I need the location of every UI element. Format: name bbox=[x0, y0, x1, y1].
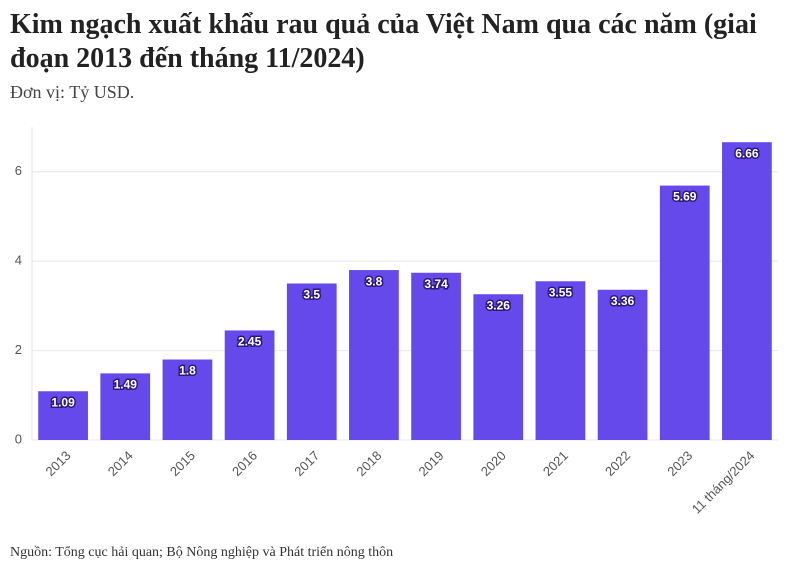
y-tick-label: 6 bbox=[15, 163, 22, 178]
bar bbox=[286, 283, 337, 440]
chart: 0 2 4 6 1.09 2013 1.49 2014 1.8 2015 2.45 2016 3.5 20… bbox=[15, 127, 778, 517]
x-tick-label: 2018 bbox=[353, 448, 384, 479]
y-tick-label: 0 bbox=[15, 431, 22, 446]
value-label: 3.74 bbox=[424, 277, 448, 291]
value-label: 6.66 bbox=[735, 146, 759, 160]
bar bbox=[224, 330, 275, 440]
bar bbox=[162, 359, 213, 440]
x-tick-label: 2019 bbox=[416, 448, 447, 479]
value-label: 3.5 bbox=[303, 288, 320, 302]
value-label: 3.8 bbox=[366, 274, 383, 288]
value-label: 3.55 bbox=[549, 285, 573, 299]
bar bbox=[597, 289, 648, 440]
bar bbox=[722, 142, 772, 440]
y-tick-label: 2 bbox=[15, 342, 22, 357]
bar bbox=[411, 272, 461, 440]
value-label: 3.26 bbox=[487, 298, 511, 312]
source-note: Nguồn: Tổng cục hải quan; Bộ Nông nghiệp… bbox=[10, 545, 394, 560]
value-label: 2.45 bbox=[238, 335, 262, 349]
bar bbox=[473, 294, 524, 440]
value-label: 3.36 bbox=[611, 294, 635, 308]
y-tick-label: 4 bbox=[15, 253, 22, 268]
chart-title: Kim ngạch xuất khẩu rau quả của Việt Nam… bbox=[10, 9, 757, 74]
bar bbox=[659, 185, 710, 440]
value-label: 1.09 bbox=[51, 395, 75, 409]
x-tick-label: 2017 bbox=[291, 448, 322, 479]
value-label: 1.49 bbox=[114, 378, 138, 392]
x-tick-label: 11 tháng/2024 bbox=[689, 448, 758, 517]
value-label: 1.8 bbox=[179, 364, 196, 378]
x-tick-label: 2016 bbox=[229, 448, 260, 479]
x-tick-label: 2015 bbox=[167, 448, 198, 479]
x-tick-label: 2022 bbox=[602, 448, 633, 479]
x-tick-label: 2021 bbox=[540, 448, 571, 479]
bar bbox=[100, 373, 151, 440]
bar bbox=[535, 281, 586, 440]
bar bbox=[349, 270, 399, 440]
chart-subtitle: Đơn vị: Tỷ USD. bbox=[10, 82, 135, 102]
bar bbox=[38, 391, 88, 440]
value-label: 5.69 bbox=[673, 190, 697, 204]
x-tick-label: 2023 bbox=[664, 448, 695, 479]
x-tick-label: 2013 bbox=[43, 448, 74, 479]
x-tick-label: 2014 bbox=[105, 448, 136, 479]
x-tick-label: 2020 bbox=[478, 448, 509, 479]
